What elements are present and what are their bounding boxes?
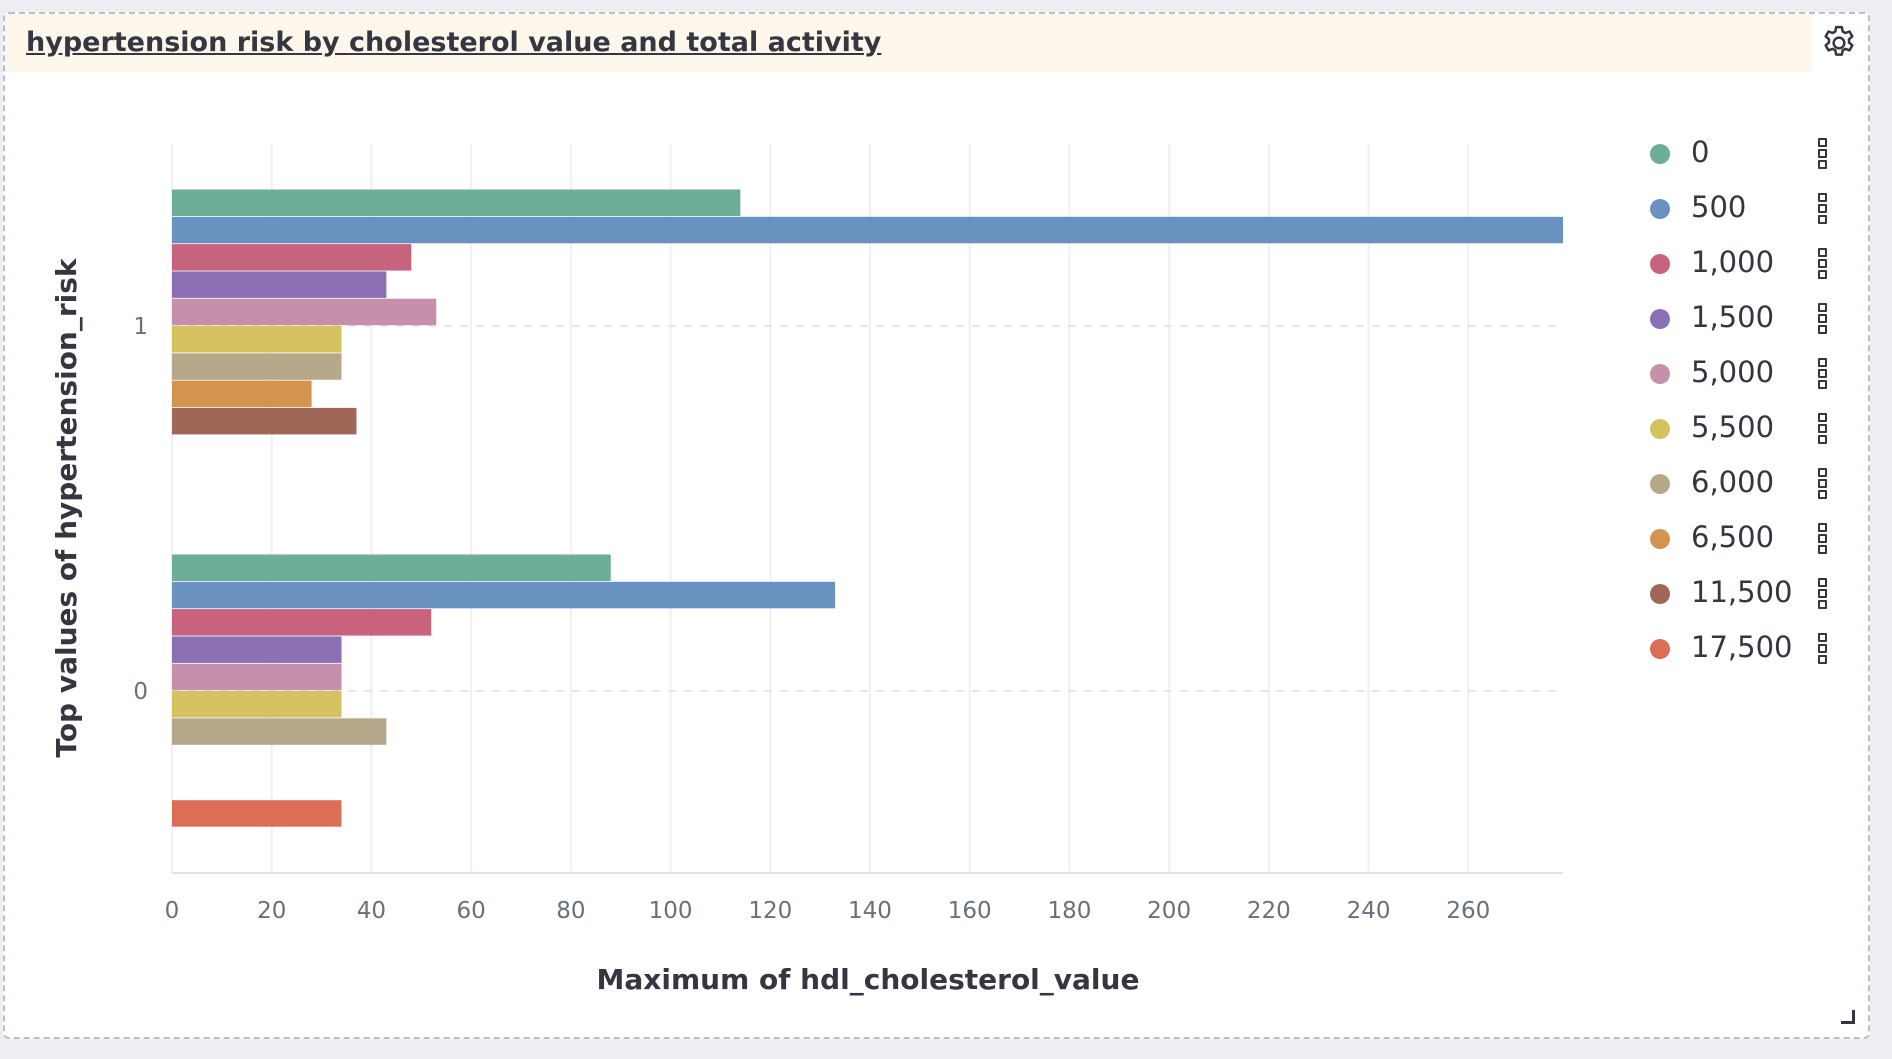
legend-item[interactable]: 1,000 bbox=[1639, 245, 1849, 301]
more-options-icon[interactable] bbox=[1814, 138, 1830, 172]
x-tick-label: 240 bbox=[1347, 898, 1391, 924]
legend-item[interactable]: 5,000 bbox=[1639, 355, 1849, 411]
legend-color-dot bbox=[1650, 419, 1670, 439]
panel-header: hypertension risk by cholesterol value a… bbox=[5, 14, 1812, 72]
more-options-icon[interactable] bbox=[1814, 193, 1830, 227]
legend-label: 6,000 bbox=[1691, 465, 1775, 499]
bar-1-series-2[interactable] bbox=[172, 244, 412, 271]
legend-color-dot bbox=[1650, 529, 1670, 549]
gear-icon bbox=[1819, 23, 1859, 68]
bar-1-series-0[interactable] bbox=[172, 189, 741, 217]
legend-color-dot bbox=[1650, 254, 1670, 274]
legend-label: 6,500 bbox=[1691, 520, 1775, 554]
bar-1-series-7[interactable] bbox=[172, 380, 312, 408]
chart-gridlines bbox=[171, 144, 1563, 873]
more-options-icon[interactable] bbox=[1814, 468, 1830, 502]
x-tick-label: 180 bbox=[1047, 898, 1091, 924]
x-tick-label: 120 bbox=[748, 898, 792, 924]
bar-0-series-2[interactable] bbox=[172, 609, 432, 636]
bar-1-series-4[interactable] bbox=[172, 298, 437, 326]
legend-item[interactable]: 6,500 bbox=[1639, 520, 1849, 576]
legend-label: 1,000 bbox=[1691, 245, 1775, 279]
bar-1-series-3[interactable] bbox=[172, 271, 387, 298]
chart-bars bbox=[172, 189, 1563, 827]
y-tick-label: 1 bbox=[133, 314, 148, 340]
legend-label: 11,500 bbox=[1691, 575, 1793, 609]
legend-item[interactable]: 6,000 bbox=[1639, 465, 1849, 521]
legend-item[interactable]: 17,500 bbox=[1639, 630, 1849, 686]
bar-chart: 0 20 40 60 80 100 120 140 160 180 200 220 240 260 10 … bbox=[50, 144, 1563, 996]
bar-0-series-4[interactable] bbox=[172, 663, 342, 691]
panel-title[interactable]: hypertension risk by cholesterol value a… bbox=[26, 27, 882, 58]
x-tick-label: 100 bbox=[649, 898, 693, 924]
more-options-icon[interactable] bbox=[1814, 248, 1830, 282]
bar-1-series-8[interactable] bbox=[172, 407, 357, 435]
x-axis-label: Maximum of hdl_cholesterol_value bbox=[597, 963, 1140, 996]
more-options-icon[interactable] bbox=[1814, 523, 1830, 557]
bar-0-series-3[interactable] bbox=[172, 636, 342, 663]
more-options-icon[interactable] bbox=[1814, 578, 1830, 612]
y-axis-label: Top values of hypertension_risk bbox=[50, 257, 83, 757]
more-options-icon[interactable] bbox=[1814, 303, 1830, 337]
legend-item[interactable]: 5,500 bbox=[1639, 410, 1849, 466]
x-tick-label: 20 bbox=[257, 898, 286, 924]
x-axis-ticks: 0 20 40 60 80 100 120 140 160 180 200 220 240 260 bbox=[165, 898, 1491, 924]
legend-color-dot bbox=[1650, 474, 1670, 494]
x-tick-label: 40 bbox=[357, 898, 386, 924]
x-tick-label: 260 bbox=[1446, 898, 1490, 924]
x-tick-label: 60 bbox=[456, 898, 485, 924]
x-tick-label: 220 bbox=[1247, 898, 1291, 924]
resize-handle-icon[interactable] bbox=[1841, 1010, 1855, 1024]
legend-item[interactable]: 1,500 bbox=[1639, 300, 1849, 356]
legend-label: 5,000 bbox=[1691, 355, 1775, 389]
legend-item[interactable]: 11,500 bbox=[1639, 575, 1849, 631]
legend-color-dot bbox=[1650, 199, 1670, 219]
bar-0-series-0[interactable] bbox=[172, 554, 611, 582]
legend-color-dot bbox=[1650, 584, 1670, 604]
legend-label: 5,500 bbox=[1691, 410, 1775, 444]
legend-color-dot bbox=[1650, 364, 1670, 384]
legend-item[interactable]: 0 bbox=[1639, 135, 1849, 191]
legend-label: 500 bbox=[1691, 190, 1747, 224]
chart-legend: 0 500 1,000 1,500 5,000 5,500 6,000 6,500 11,500… bbox=[1639, 135, 1849, 686]
x-tick-label: 140 bbox=[848, 898, 892, 924]
bar-0-series-5[interactable] bbox=[172, 691, 342, 718]
more-options-icon[interactable] bbox=[1814, 413, 1830, 447]
legend-label: 17,500 bbox=[1691, 630, 1793, 664]
visualization-panel: hypertension risk by cholesterol value a… bbox=[3, 12, 1870, 1039]
legend-color-dot bbox=[1650, 309, 1670, 329]
panel-settings-button[interactable] bbox=[1816, 22, 1862, 68]
legend-label: 1,500 bbox=[1691, 300, 1775, 334]
bar-1-series-1[interactable] bbox=[172, 216, 1563, 244]
x-tick-label: 0 bbox=[165, 898, 180, 924]
x-tick-label: 160 bbox=[948, 898, 992, 924]
y-axis-ticks: 10 bbox=[133, 314, 148, 705]
legend-color-dot bbox=[1650, 639, 1670, 659]
bar-0-series-9[interactable] bbox=[172, 800, 342, 827]
bar-0-series-1[interactable] bbox=[172, 581, 836, 609]
bar-0-series-6[interactable] bbox=[172, 718, 387, 745]
y-tick-label: 0 bbox=[133, 679, 148, 705]
more-options-icon[interactable] bbox=[1814, 358, 1830, 392]
bar-1-series-5[interactable] bbox=[172, 326, 342, 353]
bar-1-series-6[interactable] bbox=[172, 353, 342, 380]
more-options-icon[interactable] bbox=[1814, 633, 1830, 667]
x-tick-label: 200 bbox=[1147, 898, 1191, 924]
legend-label: 0 bbox=[1691, 135, 1710, 169]
legend-item[interactable]: 500 bbox=[1639, 190, 1849, 246]
legend-color-dot bbox=[1650, 144, 1670, 164]
x-tick-label: 80 bbox=[556, 898, 585, 924]
